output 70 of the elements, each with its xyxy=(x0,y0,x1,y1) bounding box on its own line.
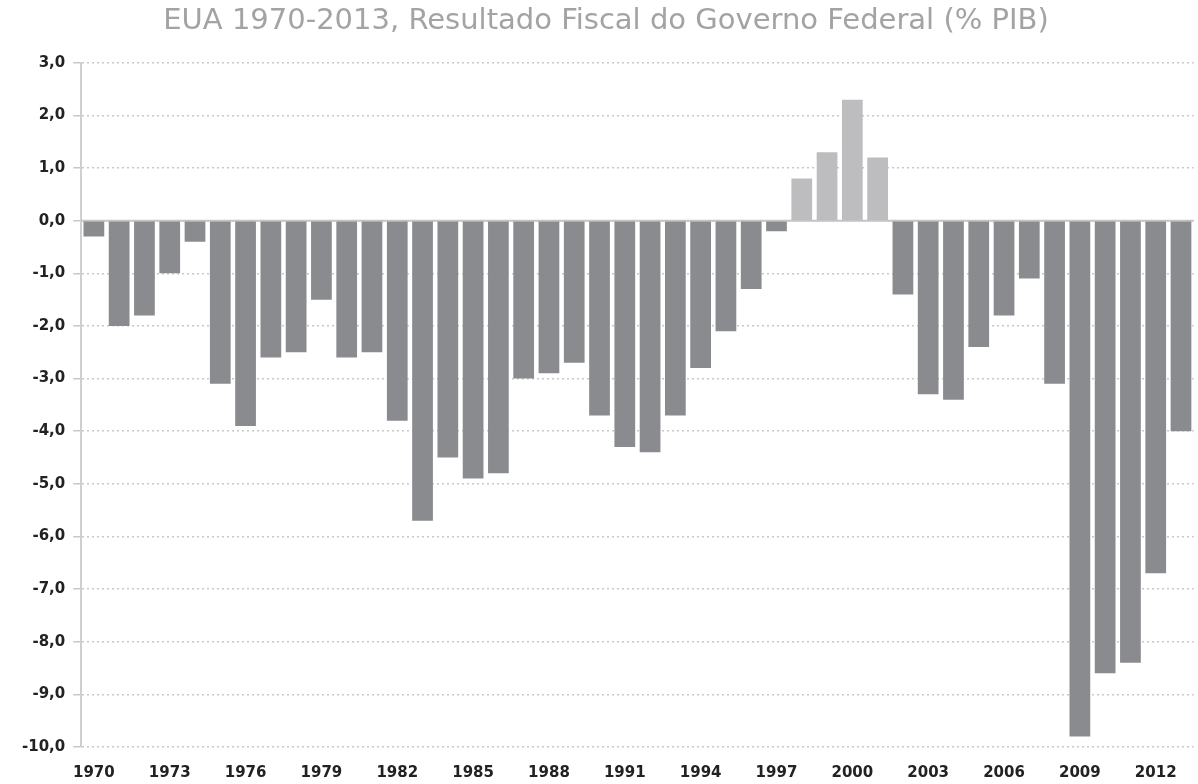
x-tick-label: 2009 xyxy=(1059,762,1101,781)
bar xyxy=(462,221,484,479)
bar xyxy=(1069,221,1091,737)
x-tick-label: 2000 xyxy=(831,762,874,781)
bar xyxy=(209,221,231,384)
x-tick-label: 1985 xyxy=(452,762,494,781)
x-tick-label: 1982 xyxy=(376,762,419,781)
bar xyxy=(108,221,130,326)
bar xyxy=(437,221,459,458)
bar xyxy=(260,221,282,358)
bar xyxy=(311,221,332,300)
bar xyxy=(488,221,509,474)
y-tick-label: -3,0 xyxy=(32,368,66,387)
bar xyxy=(159,221,181,274)
bar xyxy=(1018,221,1040,279)
bar xyxy=(766,221,787,232)
bar xyxy=(639,221,661,453)
bar xyxy=(285,221,307,353)
bar xyxy=(1170,221,1192,432)
bar xyxy=(665,221,686,416)
y-tick-label: -4,0 xyxy=(32,421,66,440)
x-tick-label: 1997 xyxy=(755,762,798,781)
bar xyxy=(968,221,990,348)
bar xyxy=(513,221,535,379)
bar xyxy=(235,221,256,426)
x-tick-label: 1991 xyxy=(603,762,646,781)
x-tick-label: 1988 xyxy=(528,762,570,781)
bar xyxy=(83,221,105,237)
bar xyxy=(715,221,737,332)
bar xyxy=(1120,221,1141,663)
y-tick-label: -6,0 xyxy=(32,526,66,545)
y-tick-label: -5,0 xyxy=(32,473,66,492)
bar xyxy=(1094,221,1116,674)
y-tick-label: -7,0 xyxy=(32,579,66,597)
x-tick-label: 2012 xyxy=(1134,762,1177,781)
x-tick-label: 1973 xyxy=(148,762,191,781)
x-tick-label: 1979 xyxy=(300,762,343,781)
x-tick-label: 1970 xyxy=(73,762,115,781)
bar xyxy=(690,221,712,369)
chart-title: EUA 1970-2013, Resultado Fiscal do Governo Federal (% PIB) xyxy=(163,1,1049,36)
y-tick-label: -10,0 xyxy=(21,736,66,755)
bar xyxy=(361,221,383,353)
x-tick-label: 1976 xyxy=(224,762,267,781)
bar xyxy=(993,221,1015,316)
bar xyxy=(614,221,636,448)
y-tick-label: -8,0 xyxy=(32,631,66,650)
y-tick-label: 1,0 xyxy=(38,157,66,176)
bar xyxy=(336,221,358,358)
y-tick-label: 3,0 xyxy=(38,52,66,71)
y-tick-label: -2,0 xyxy=(32,315,66,334)
bar xyxy=(740,221,762,290)
bar xyxy=(589,221,610,416)
x-tick-label: 2003 xyxy=(907,762,950,781)
bar xyxy=(892,221,914,295)
bar xyxy=(1145,221,1167,574)
bar xyxy=(563,221,585,363)
x-tick-label: 2006 xyxy=(983,762,1025,781)
bar xyxy=(184,221,206,242)
bar xyxy=(386,221,408,421)
y-tick-label: -9,0 xyxy=(32,684,66,703)
bar xyxy=(538,221,560,374)
bar xyxy=(134,221,155,316)
y-tick-label: 0,0 xyxy=(38,210,66,229)
bar xyxy=(943,221,964,400)
bar xyxy=(412,221,433,521)
y-tick-label: -1,0 xyxy=(32,263,66,282)
bar xyxy=(917,221,939,395)
bar xyxy=(1044,221,1065,384)
x-tick-label: 1994 xyxy=(679,762,722,781)
y-tick-label: 2,0 xyxy=(38,105,66,124)
